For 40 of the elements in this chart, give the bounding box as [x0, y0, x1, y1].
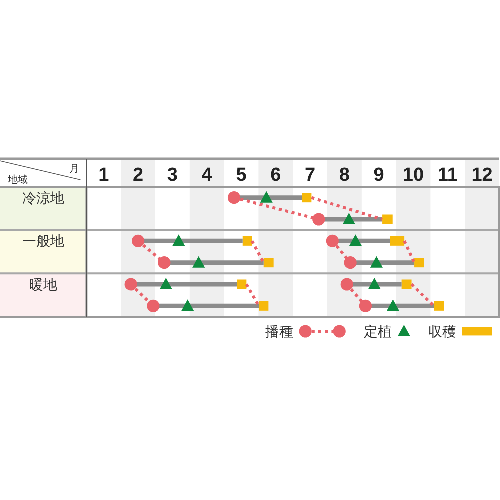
point — [370, 256, 383, 268]
y-tick-label: 冷涼地 — [22, 190, 64, 207]
x-tick-label: 8 — [339, 165, 350, 186]
point — [182, 300, 194, 312]
x-tick-label: 4 — [202, 165, 213, 186]
x-tick-label: 6 — [270, 165, 282, 186]
x-tick-label: 12 — [472, 165, 493, 186]
legend-label: 収穫 — [428, 324, 456, 340]
point — [368, 278, 381, 290]
y-axis-title: 地域 — [7, 174, 28, 186]
point — [340, 278, 354, 291]
y-tick-label: 暖地 — [29, 278, 58, 294]
point — [124, 278, 138, 291]
x-tick-label: 7 — [305, 165, 316, 186]
x-tick-label: 10 — [402, 165, 424, 186]
point — [132, 234, 145, 248]
point — [260, 191, 273, 203]
point — [344, 256, 357, 270]
point — [326, 234, 339, 248]
x-tick-label: 2 — [133, 165, 144, 186]
x-tick-label: 1 — [98, 165, 110, 186]
x-tick-label: 11 — [438, 165, 458, 186]
point — [359, 300, 372, 312]
x-tick-label: 9 — [374, 165, 384, 186]
x-tick-label: 5 — [236, 165, 248, 186]
point — [158, 256, 171, 270]
legend-label: 播種 — [265, 324, 294, 340]
point — [172, 234, 186, 246]
point — [349, 234, 362, 246]
point — [160, 278, 172, 290]
point — [312, 213, 326, 226]
x-axis-title: 月 — [70, 164, 80, 175]
x-tick-label: 3 — [167, 165, 178, 186]
point — [386, 300, 400, 312]
point — [147, 300, 160, 312]
point — [228, 192, 241, 204]
point — [342, 213, 356, 224]
point — [192, 256, 206, 268]
legend-label: 定植 — [364, 324, 392, 340]
y-tick-label: 一般地 — [22, 234, 64, 250]
